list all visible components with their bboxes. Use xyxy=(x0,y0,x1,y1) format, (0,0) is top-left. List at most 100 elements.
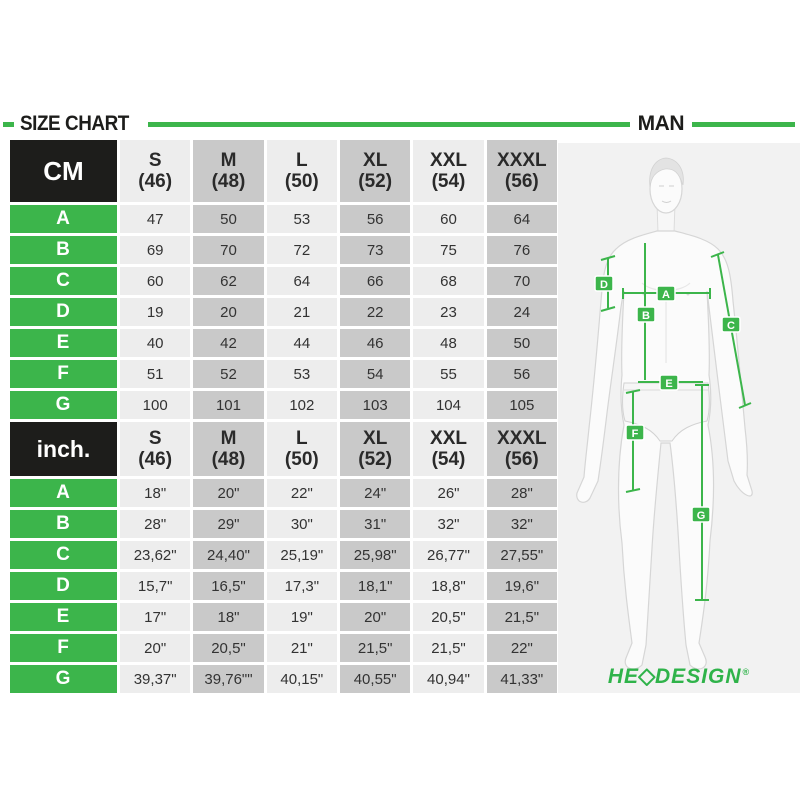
cm-col-header-s: S (46) xyxy=(120,140,191,202)
cm-value-e-l: 44 xyxy=(266,329,337,357)
size-tables: CM S (46) M (48) L (50) XL (52) XXL (54) XXXL (56) A 4… xyxy=(10,140,557,696)
cm-value-b-l: 72 xyxy=(266,236,337,264)
col-size-label: S xyxy=(148,428,162,449)
inch-col-header-m: M (48) xyxy=(193,422,264,476)
col-size-code: (54) xyxy=(431,449,466,470)
inch-value-f-l: 21" xyxy=(266,634,337,662)
inch-value-e-xl: 20" xyxy=(340,603,411,631)
figure-marker-c: C xyxy=(710,251,752,409)
figure-body xyxy=(576,230,753,670)
cm-value-e-s: 40 xyxy=(120,329,191,357)
cm-value-b-xxl: 75 xyxy=(413,236,484,264)
size-table-cm: CM S (46) M (48) L (50) XL (52) XXL (54) XXXL (56) A 4… xyxy=(10,140,557,419)
cm-col-header-m: M (48) xyxy=(193,140,264,202)
figure-marker-label: D xyxy=(600,279,608,291)
col-size-code: (52) xyxy=(358,171,393,192)
inch-value-b-s: 28" xyxy=(120,510,191,538)
inch-value-c-xl: 25,98" xyxy=(340,541,411,569)
cm-value-f-xl: 54 xyxy=(340,360,411,388)
col-size-code: (46) xyxy=(138,449,173,470)
col-size-label: M xyxy=(220,150,237,171)
col-size-label: XL xyxy=(363,428,388,449)
title-bar: SIZE CHART MAN xyxy=(0,112,800,136)
figure-marker-e: E xyxy=(638,374,703,391)
title-left-dash xyxy=(3,121,14,127)
inch-value-e-xxl: 20,5" xyxy=(413,603,484,631)
cm-value-g-l: 102 xyxy=(266,391,337,419)
inch-value-a-xl: 24" xyxy=(340,479,411,507)
inch-value-g-xxl: 40,94" xyxy=(413,665,484,693)
cm-value-d-xl: 22 xyxy=(340,298,411,326)
cm-col-header-xl: XL (52) xyxy=(340,140,411,202)
cm-value-f-xxl: 55 xyxy=(413,360,484,388)
inch-value-a-s: 18" xyxy=(120,479,191,507)
cm-col-header-l: L (50) xyxy=(266,140,337,202)
inch-value-g-xxxl: 41,33" xyxy=(486,665,557,693)
inch-value-g-l: 40,15" xyxy=(266,665,337,693)
cm-value-d-xxl: 23 xyxy=(413,298,484,326)
logo-text-right: DESIGN xyxy=(655,665,742,688)
measurement-markers: AB C D E F G xyxy=(594,243,752,601)
cm-row-label-g: G xyxy=(10,391,117,419)
col-size-label: XL xyxy=(363,150,388,171)
cm-row-label-f: F xyxy=(10,360,117,388)
figure-marker-g: G xyxy=(691,384,711,601)
inch-value-b-xl: 31" xyxy=(340,510,411,538)
cm-value-a-xxl: 60 xyxy=(413,205,484,233)
cm-value-c-xxxl: 70 xyxy=(486,267,557,295)
cm-value-d-s: 19 xyxy=(120,298,191,326)
inch-value-f-xxxl: 22" xyxy=(486,634,557,662)
col-size-code: (50) xyxy=(284,171,319,192)
inch-value-b-xxxl: 32" xyxy=(486,510,557,538)
inch-value-a-xxxl: 28" xyxy=(486,479,557,507)
inch-value-c-m: 24,40" xyxy=(193,541,264,569)
inch-value-e-m: 18" xyxy=(193,603,264,631)
gender-label: MAN xyxy=(637,112,685,135)
gem-icon xyxy=(637,668,657,687)
inch-value-a-l: 22" xyxy=(266,479,337,507)
cm-value-a-s: 47 xyxy=(120,205,191,233)
cm-value-f-xxxl: 56 xyxy=(486,360,557,388)
col-size-label: XXXL xyxy=(497,428,547,449)
cm-value-b-xl: 73 xyxy=(340,236,411,264)
cm-value-c-s: 60 xyxy=(120,267,191,295)
inch-value-d-xl: 18,1" xyxy=(340,572,411,600)
col-size-code: (50) xyxy=(284,449,319,470)
title-divider-line xyxy=(148,121,630,127)
inch-col-header-xxl: XXL (54) xyxy=(413,422,484,476)
inch-value-f-m: 20,5" xyxy=(193,634,264,662)
cm-value-c-l: 64 xyxy=(266,267,337,295)
figure-marker-b: B xyxy=(636,243,656,380)
cm-value-g-xxxl: 105 xyxy=(486,391,557,419)
cm-value-a-xxxl: 64 xyxy=(486,205,557,233)
col-size-code: (46) xyxy=(138,171,173,192)
inch-row-label-b: B xyxy=(10,510,117,538)
inch-col-header-xl: XL (52) xyxy=(340,422,411,476)
cm-value-e-xl: 46 xyxy=(340,329,411,357)
col-size-label: L xyxy=(296,150,308,171)
figure-marker-label: A xyxy=(662,289,670,301)
cm-value-g-m: 101 xyxy=(193,391,264,419)
inch-value-g-s: 39,37" xyxy=(120,665,191,693)
cm-row-label-a: A xyxy=(10,205,117,233)
man-figure: AB C D E F G xyxy=(576,157,753,670)
figure-marker-label: F xyxy=(632,428,639,440)
cm-col-header-xxl: XXL (54) xyxy=(413,140,484,202)
cm-value-d-m: 20 xyxy=(193,298,264,326)
inch-value-f-xxl: 21,5" xyxy=(413,634,484,662)
cm-value-a-l: 53 xyxy=(266,205,337,233)
cm-value-e-xxxl: 50 xyxy=(486,329,557,357)
figure-marker-f: F xyxy=(625,389,645,493)
cm-row-label-c: C xyxy=(10,267,117,295)
inch-value-d-m: 16,5" xyxy=(193,572,264,600)
cm-row-label-d: D xyxy=(10,298,117,326)
brand-logo: HE DESIGN® xyxy=(558,662,800,687)
inch-value-g-m: 39,76"" xyxy=(193,665,264,693)
inch-value-b-xxl: 32" xyxy=(413,510,484,538)
cm-value-f-s: 51 xyxy=(120,360,191,388)
inch-row-label-e: E xyxy=(10,603,117,631)
cm-value-g-s: 100 xyxy=(120,391,191,419)
col-size-label: XXXL xyxy=(497,150,547,171)
inch-value-b-l: 30" xyxy=(266,510,337,538)
inch-row-label-d: D xyxy=(10,572,117,600)
